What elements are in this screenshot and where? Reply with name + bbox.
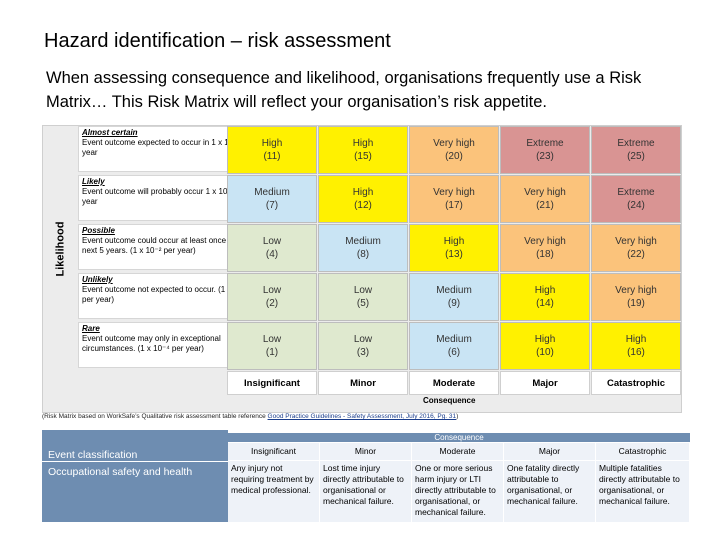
risk-matrix: Likelihood Almost certain Event outcome e… bbox=[42, 125, 682, 413]
consequence-column-label: Insignificant bbox=[227, 371, 317, 395]
risk-cell: Very high (17) bbox=[409, 175, 499, 223]
risk-cell: Extreme (23) bbox=[500, 126, 590, 174]
risk-cell: High (14) bbox=[500, 273, 590, 321]
table-header: Minor bbox=[320, 443, 412, 460]
likelihood-axis-label: Likelihood bbox=[54, 221, 66, 276]
table-header: Insignificant bbox=[228, 443, 320, 460]
consequence-column-label: Minor bbox=[318, 371, 408, 395]
risk-cell: High (15) bbox=[318, 126, 408, 174]
risk-cell: Low (5) bbox=[318, 273, 408, 321]
table-cell: Multiple fatalities directly attributabl… bbox=[596, 461, 690, 522]
slide-title: Hazard identification – risk assessment bbox=[44, 30, 391, 52]
table-cell: Lost time injury directly attributable t… bbox=[320, 461, 412, 522]
risk-cell: Low (1) bbox=[227, 322, 317, 370]
risk-cell: High (10) bbox=[500, 322, 590, 370]
risk-cell: Very high (21) bbox=[500, 175, 590, 223]
matrix-footnote: (Risk Matrix based on WorkSafe’s Qualita… bbox=[42, 413, 459, 420]
divider bbox=[42, 461, 228, 462]
risk-cell: Very high (19) bbox=[591, 273, 681, 321]
risk-cell: Medium (9) bbox=[409, 273, 499, 321]
table-row-header: Event classification Occupational safety… bbox=[42, 430, 228, 522]
risk-cell: Medium (7) bbox=[227, 175, 317, 223]
event-classification-label: Event classification bbox=[48, 449, 138, 461]
reference-link[interactable]: Good Practice Guidelines - Safety Assess… bbox=[267, 413, 457, 420]
slide-body-text: When assessing consequence and likelihoo… bbox=[46, 69, 642, 111]
risk-cell: Very high (22) bbox=[591, 224, 681, 272]
occupational-safety-label: Occupational safety and health bbox=[48, 466, 193, 478]
consequence-column-label: Catastrophic bbox=[591, 371, 681, 395]
risk-cell: Extreme (24) bbox=[591, 175, 681, 223]
risk-cell: Low (4) bbox=[227, 224, 317, 272]
risk-cell: Very high (18) bbox=[500, 224, 590, 272]
risk-cell: Very high (20) bbox=[409, 126, 499, 174]
risk-cell: Low (2) bbox=[227, 273, 317, 321]
table-cell: One or more serious harm injury or LTI d… bbox=[412, 461, 504, 522]
risk-cell: Low (3) bbox=[318, 322, 408, 370]
risk-cell: Extreme (25) bbox=[591, 126, 681, 174]
consequence-axis-label: Consequence bbox=[423, 396, 476, 405]
table-header: Moderate bbox=[412, 443, 504, 460]
risk-cell: Medium (8) bbox=[318, 224, 408, 272]
consequence-column-label: Major bbox=[500, 371, 590, 395]
risk-cell: High (11) bbox=[227, 126, 317, 174]
table-cell: One fatality directly attributable to or… bbox=[504, 461, 596, 522]
consequence-column-label: Moderate bbox=[409, 371, 499, 395]
risk-cell: High (13) bbox=[409, 224, 499, 272]
table-header: Catastrophic bbox=[596, 443, 690, 460]
risk-cell: Medium (6) bbox=[409, 322, 499, 370]
risk-cell: High (12) bbox=[318, 175, 408, 223]
table-header: Major bbox=[504, 443, 596, 460]
consequence-band: Consequence bbox=[228, 433, 690, 442]
risk-cell: High (16) bbox=[591, 322, 681, 370]
table-cell: Any injury not requiring treatment by me… bbox=[228, 461, 320, 522]
